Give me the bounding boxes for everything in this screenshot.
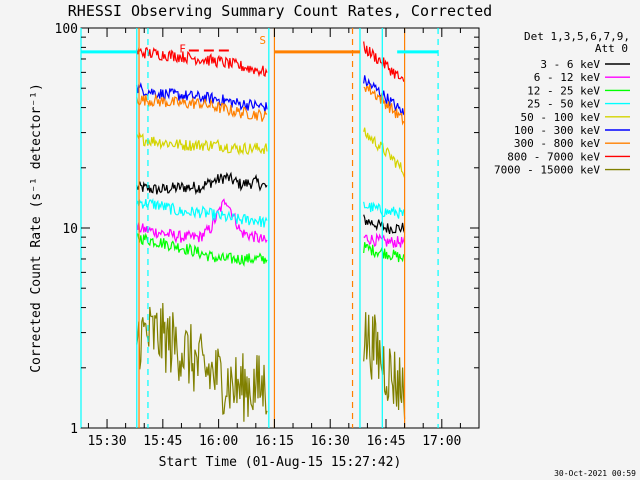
chart-title: RHESSI Observing Summary Count Rates, Co…: [68, 2, 492, 20]
x-tick-label: 16:15: [255, 434, 294, 449]
legend-entry-label: 25 - 50 keV: [527, 98, 600, 111]
series-trace: [136, 197, 268, 228]
series-trace: [136, 132, 268, 156]
flare-label: F: [179, 42, 186, 55]
series-trace: [136, 232, 268, 267]
series-trace: [363, 242, 406, 263]
series-trace: [136, 171, 268, 196]
series-trace: [136, 81, 268, 113]
x-tick-label: 16:00: [199, 434, 238, 449]
series-3-6-kev: [136, 171, 406, 235]
x-tick-label: 17:00: [422, 434, 461, 449]
series-trace: [363, 232, 406, 248]
x-tick-label: 16:30: [311, 434, 350, 449]
series-trace: [136, 46, 268, 78]
series-trace: [363, 201, 406, 219]
y-tick-label: 10: [62, 222, 78, 237]
legend-entry-label: 300 - 800 keV: [514, 137, 600, 150]
x-tick-label: 16:45: [366, 434, 405, 449]
overlay-layer: FS: [80, 28, 439, 428]
legend-entry-label: 100 - 300 keV: [514, 124, 600, 137]
legend-entry-label: 6 - 12 keV: [534, 71, 601, 84]
legend-entry-label: 12 - 25 keV: [527, 84, 600, 97]
series-trace: [363, 312, 406, 420]
series-trace: [136, 198, 268, 244]
series-trace: [363, 84, 405, 126]
footer-timestamp: 30-Oct-2021 00:59: [554, 469, 636, 478]
x-tick-label: 15:45: [143, 434, 182, 449]
series-100-300-kev: [136, 75, 406, 116]
series-6-12-kev: [136, 198, 406, 248]
legend-header-line-1: Det 1,3,5,6,7,9,: [524, 30, 630, 43]
legend-entry-label: 7000 - 15000 keV: [494, 164, 600, 177]
series-trace: [136, 302, 268, 422]
x-tick-label: 15:30: [87, 434, 126, 449]
series-trace: [363, 41, 405, 83]
saa-label: S: [259, 34, 266, 47]
plot-frame: [80, 27, 480, 429]
series-50-100-kev: [136, 127, 406, 179]
series-800-7000-kev: [136, 41, 405, 83]
y-axis-label: Corrected Count Rate (s⁻¹ detector⁻¹): [29, 83, 44, 373]
x-axis-label: Start Time (01-Aug-15 15:27:42): [159, 455, 402, 470]
legend-entry-label: 3 - 6 keV: [540, 58, 600, 71]
y-tick-label: 1: [70, 422, 78, 437]
y-tick-label: 100: [55, 22, 78, 37]
series-trace: [363, 127, 406, 179]
series-7000-15000-kev: [136, 302, 406, 422]
series-layer: [136, 41, 406, 422]
legend-entry-label: 50 - 100 keV: [521, 111, 601, 124]
series-12-25-kev: [136, 232, 406, 267]
legend-entry-label: 800 - 7000 keV: [507, 150, 600, 163]
series-300-800-kev: [136, 84, 405, 126]
axis-layer: 100 10 1 15:30 15:45 16:00 16:15 16:30 16:45 17:0…: [55, 22, 480, 449]
series-trace: [363, 75, 406, 116]
series-25-50-kev: [136, 197, 406, 228]
series-trace: [136, 93, 268, 122]
legend-header-line-2: Att 0: [595, 42, 628, 55]
series-trace: [363, 214, 406, 235]
